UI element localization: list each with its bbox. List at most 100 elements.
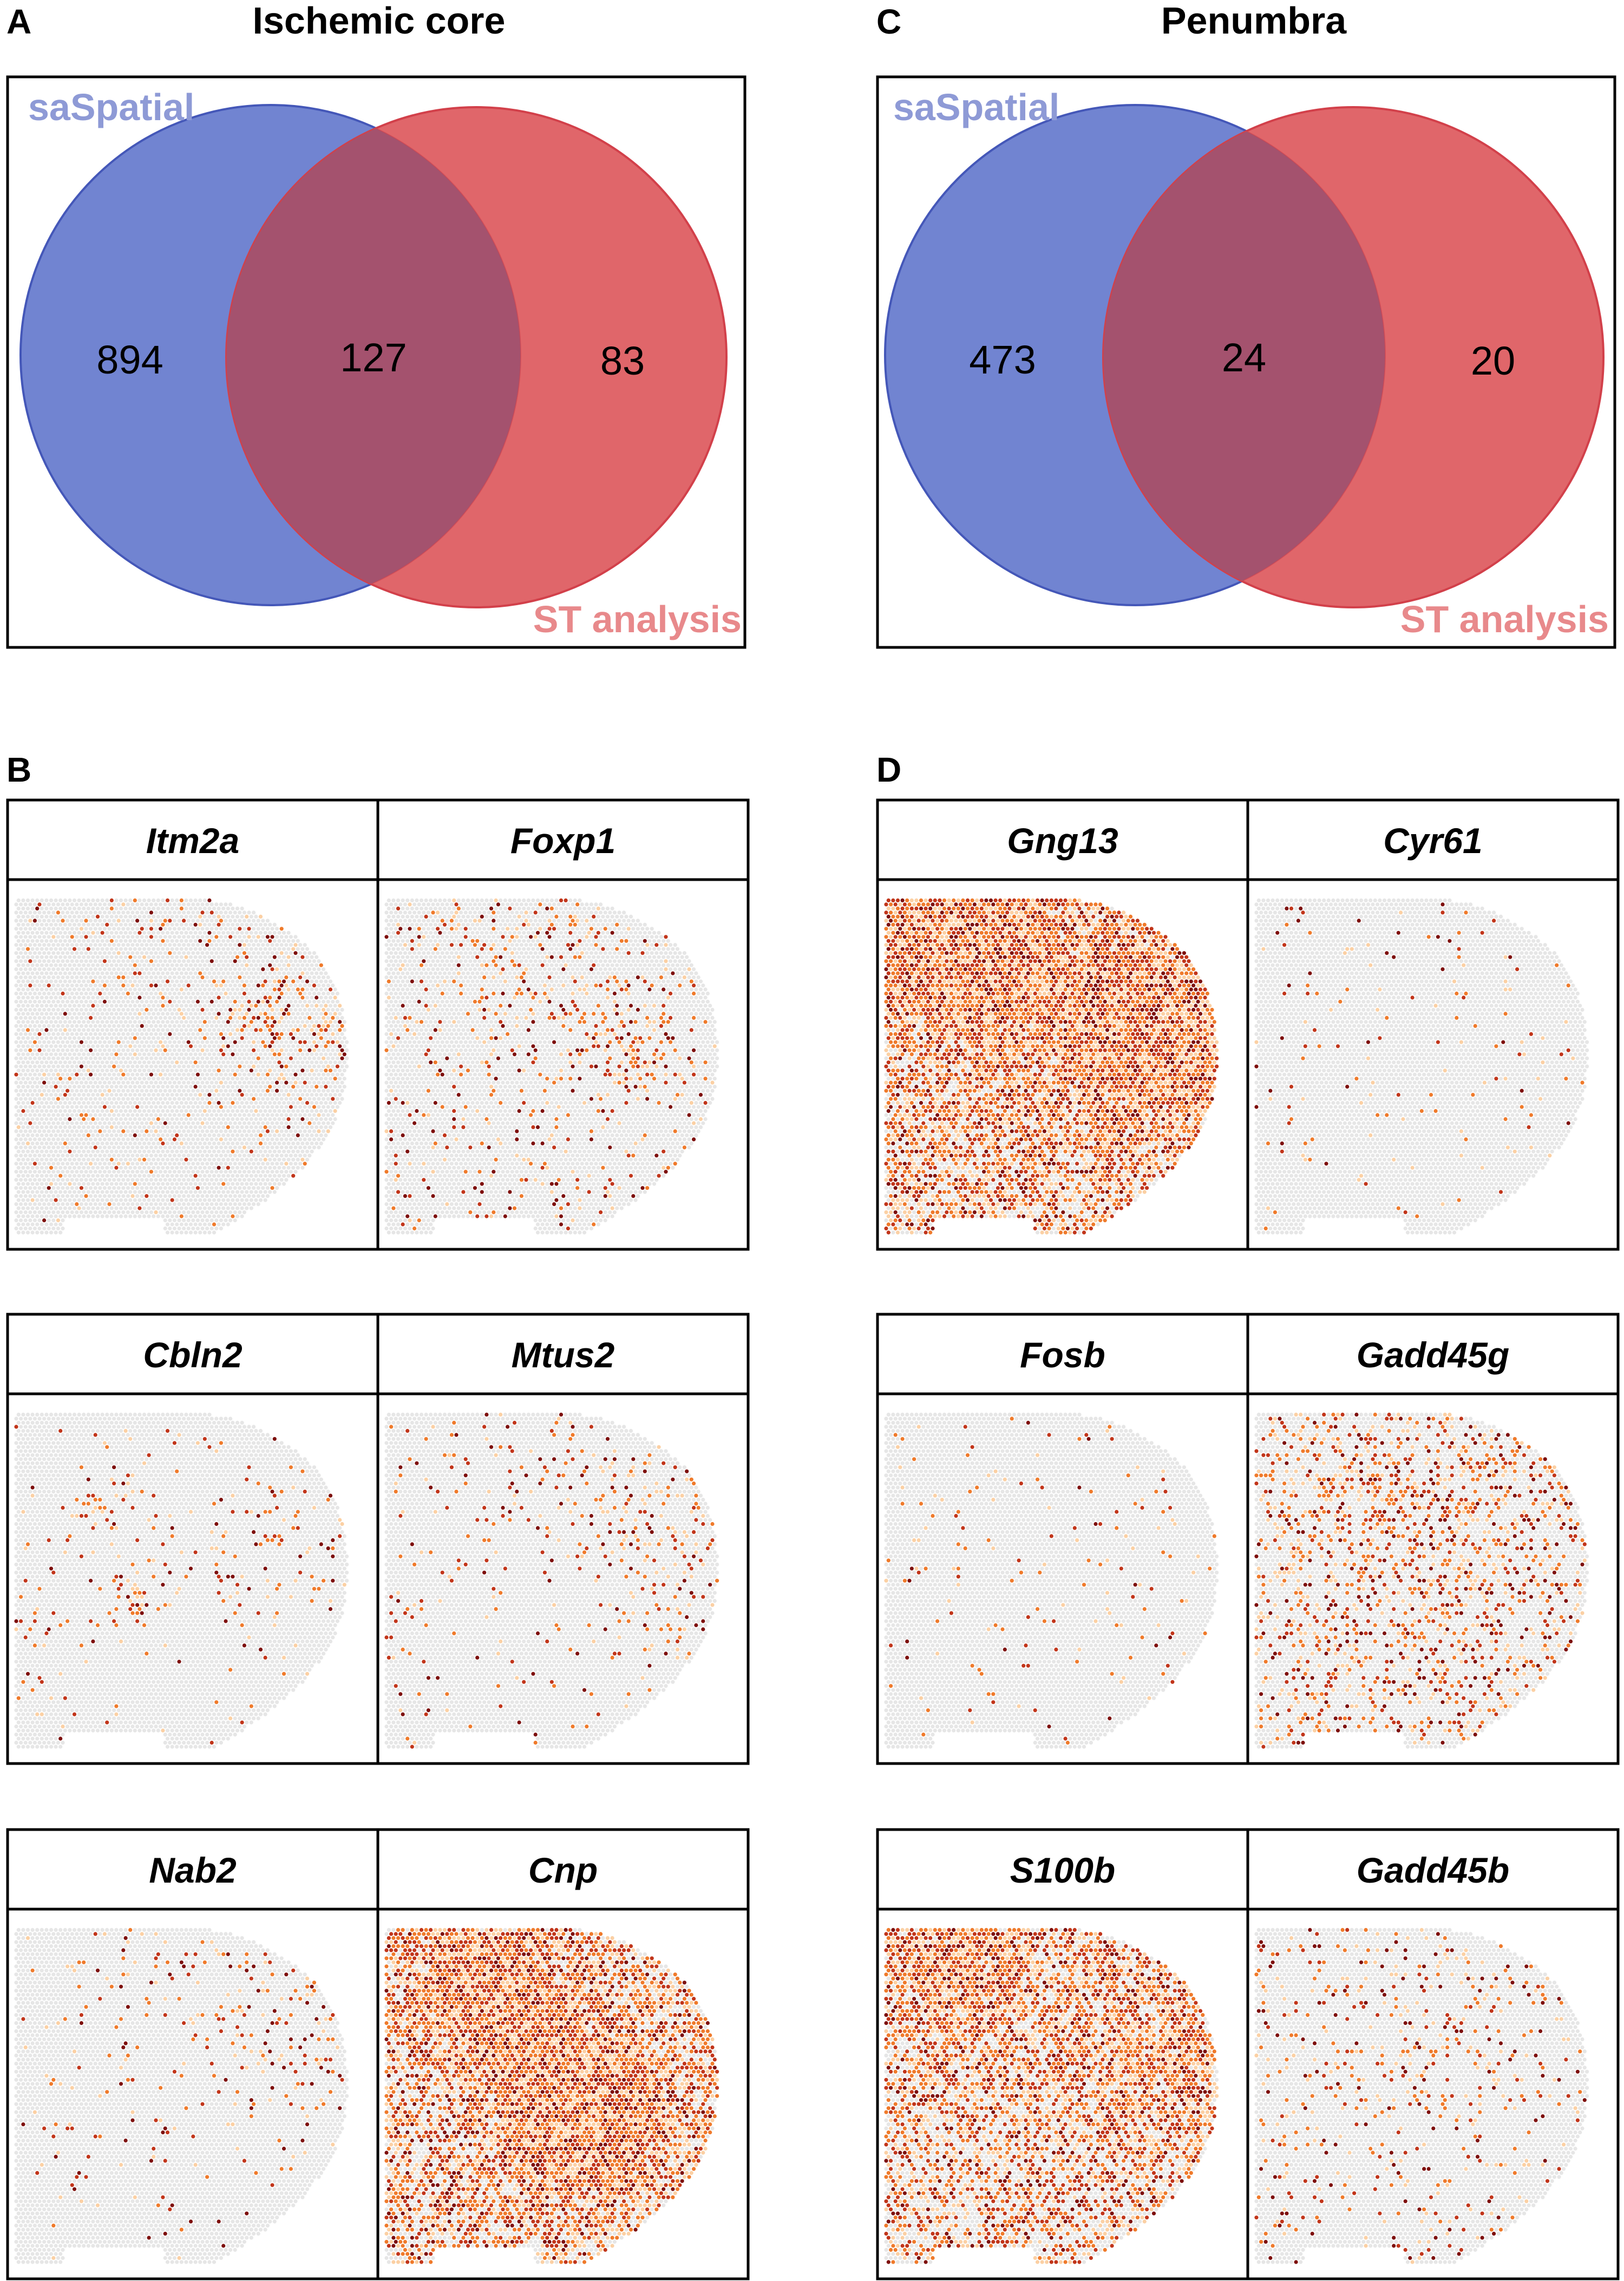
expression-spot: [44, 923, 48, 927]
expression-spot: [194, 923, 198, 927]
expression-spot: [194, 899, 198, 902]
venn-count-only-a: 894: [96, 337, 163, 382]
expression-spot: [94, 927, 97, 930]
expression-spot: [243, 935, 246, 939]
expression-spot: [28, 902, 32, 906]
expression-spot: [203, 899, 207, 902]
expression-spot: [145, 910, 148, 914]
expression-spot: [58, 907, 62, 910]
expression-spot: [163, 927, 167, 930]
expression-spot: [224, 927, 227, 930]
expression-spot: [110, 931, 114, 935]
expression-spot: [33, 902, 37, 906]
expression-spot: [82, 915, 86, 919]
expression-spot: [142, 931, 146, 935]
expression-spot: [228, 902, 232, 906]
expression-spot: [187, 919, 191, 922]
expression-spot: [66, 927, 69, 930]
expression-spot: [56, 927, 60, 930]
expression-spot: [166, 923, 169, 927]
expression-spot: [91, 915, 95, 919]
expression-spot: [17, 907, 21, 910]
expression-spot: [35, 931, 39, 935]
expression-spot: [254, 931, 258, 935]
expression-spot: [254, 923, 258, 927]
expression-spot: [145, 919, 148, 922]
expression-spot: [101, 899, 104, 902]
expression-spot: [152, 923, 155, 927]
expression-spot: [187, 935, 191, 939]
expression-spot: [37, 935, 41, 939]
expression-spot: [128, 931, 132, 935]
expression-spot: [137, 923, 141, 927]
expression-spot: [163, 902, 167, 906]
expression-spot: [119, 899, 123, 902]
expression-spot: [77, 939, 81, 943]
expression-spot: [107, 935, 111, 939]
expression-spot: [70, 919, 74, 922]
expression-spot: [133, 923, 137, 927]
expression-spot: [107, 919, 111, 922]
expression-spot: [247, 935, 251, 939]
expression-spot: [73, 907, 76, 910]
expression-spot: [126, 919, 130, 922]
expression-spot: [89, 902, 93, 906]
expression-spot: [231, 923, 234, 927]
expression-spot: [24, 935, 28, 939]
expression-spot: [207, 931, 211, 935]
expression-spot: [105, 899, 109, 902]
expression-spot: [17, 915, 21, 919]
expression-spot: [94, 935, 97, 939]
expression-spot: [156, 899, 160, 902]
expression-spot: [40, 931, 44, 935]
expression-spot: [80, 919, 83, 922]
expression-spot: [189, 899, 193, 902]
expression-spot: [63, 939, 67, 943]
expression-spot: [177, 910, 181, 914]
expression-spot: [31, 907, 35, 910]
expression-spot: [114, 907, 118, 910]
expression-spot: [117, 910, 121, 914]
expression-spot: [35, 915, 39, 919]
expression-spot: [238, 910, 241, 914]
expression-spot: [200, 935, 204, 939]
expression-spot: [84, 935, 88, 939]
expression-spot: [145, 935, 148, 939]
expression-spot: [68, 907, 71, 910]
expression-spot: [243, 910, 246, 914]
expression-spot: [68, 915, 71, 919]
expression-spot: [147, 931, 151, 935]
expression-spot: [124, 923, 128, 927]
expression-spot: [149, 919, 153, 922]
expression-spot: [42, 910, 46, 914]
expression-spot: [54, 923, 58, 927]
expression-spot: [161, 915, 165, 919]
expression-spot: [243, 927, 246, 930]
expression-spot: [21, 907, 25, 910]
expression-spot: [121, 927, 125, 930]
expression-spot: [96, 915, 100, 919]
expression-spot: [31, 899, 35, 902]
expression-spot: [182, 927, 186, 930]
expression-spot: [259, 931, 263, 935]
expression-spot: [19, 902, 23, 906]
expression-spot: [121, 935, 125, 939]
expression-spot: [117, 927, 121, 930]
expression-spot: [26, 899, 30, 902]
expression-spot: [264, 931, 267, 935]
expression-spot: [287, 931, 291, 935]
expression-spot: [257, 927, 260, 930]
expression-spot: [184, 931, 188, 935]
expression-spot: [51, 927, 55, 930]
expression-spot: [96, 931, 100, 935]
expression-spot: [173, 902, 176, 906]
expression-spot: [166, 899, 169, 902]
expression-spot: [119, 923, 123, 927]
panel-letter-a: A: [6, 2, 31, 41]
expression-spot: [268, 923, 272, 927]
venn-count-both: 127: [340, 335, 407, 380]
expression-spot: [77, 915, 81, 919]
expression-spot: [142, 899, 146, 902]
expression-spot: [196, 919, 200, 922]
expression-spot: [224, 910, 227, 914]
